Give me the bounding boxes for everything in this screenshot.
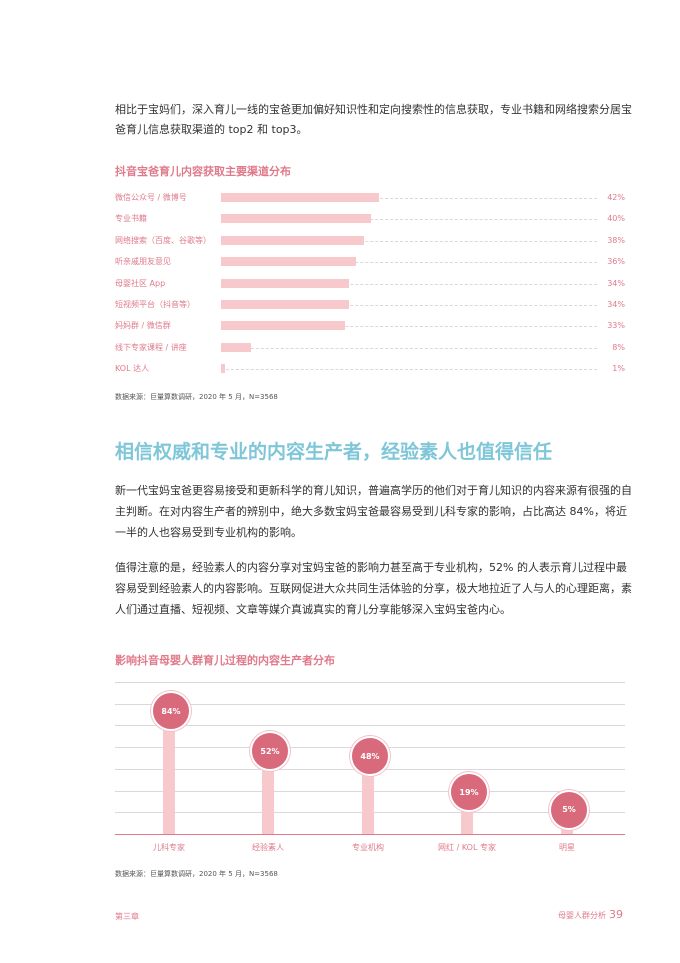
hbar-fill — [221, 235, 364, 245]
hbar-track — [221, 262, 597, 264]
hbar-row: 母婴社区 App 34% — [115, 278, 625, 290]
hbar-track — [221, 347, 597, 349]
vbar — [362, 774, 374, 834]
value-bubble: 52% — [250, 731, 290, 771]
hbar-fill — [221, 257, 357, 267]
hbar-track — [221, 198, 597, 199]
hbar-row: 网络搜索（百度、谷歌等） 38% — [115, 235, 625, 247]
hbar-fill — [221, 193, 379, 202]
hbar-value: 33% — [607, 321, 625, 331]
hbar-fill — [221, 300, 349, 309]
intro-paragraph: 相比于宝妈们，深入育儿一线的宝爸更加偏好知识性和定向搜索性的信息获取，专业书籍和… — [115, 103, 632, 136]
hbar-label: 网络搜索（百度、谷歌等） — [115, 235, 211, 245]
vbar — [163, 729, 175, 834]
chart1-source: 数据来源：巨量算数调研，2020 年 5 月，N=3568 — [115, 393, 278, 401]
hbar-label: 线下专家课程 / 讲座 — [115, 342, 187, 352]
hbar-track — [221, 283, 597, 285]
chart1-title: 抖音宝爸育儿内容获取主要渠道分布 — [115, 165, 291, 178]
hbar-value: 36% — [607, 257, 625, 267]
category-label: 专业机构 — [352, 843, 384, 852]
hbar-value: 34% — [607, 300, 625, 309]
category-label: 经验素人 — [252, 843, 284, 852]
hbar-track — [221, 326, 597, 328]
vbar — [561, 827, 573, 834]
hbar-label: KOL 达人 — [115, 364, 150, 374]
hbar-label: 专业书籍 — [115, 214, 147, 224]
hbar-fill — [221, 342, 252, 352]
paragraph-2: 值得注意的是，经验素人的内容分享对宝妈宝爸的影响力甚至高于专业机构，52% 的人… — [115, 561, 632, 616]
vbar — [262, 769, 274, 834]
value-bubble: 84% — [151, 691, 191, 731]
category-label: 明星 — [559, 843, 575, 852]
page-number: 39 — [609, 908, 623, 921]
hbar-label: 听亲戚朋友意见 — [115, 257, 171, 267]
chart2-source: 数据来源：巨量算数调研，2020 年 5 月，N=3568 — [115, 870, 278, 878]
category-label: 儿科专家 — [153, 843, 185, 852]
hbar-track — [221, 305, 597, 306]
gridline — [115, 682, 625, 683]
vbar — [461, 810, 473, 834]
chart2-title: 影响抖音母婴人群育儿过程的内容生产者分布 — [115, 654, 335, 667]
category-label: 网红 / KOL 专家 — [438, 843, 496, 852]
hbar-value: 40% — [607, 214, 625, 224]
baseline — [115, 834, 625, 835]
hbar-value: 1% — [612, 364, 625, 374]
hbar-value: 8% — [612, 342, 625, 352]
hbar-row: 专业书籍 40% — [115, 213, 625, 225]
value-bubble: 19% — [449, 772, 489, 813]
hbar-value: 42% — [607, 193, 625, 202]
section-heading: 相信权威和专业的内容生产者，经验素人也值得信任 — [115, 441, 553, 463]
hbar-label: 妈妈群 / 微信群 — [115, 321, 171, 331]
hbar-track — [221, 369, 597, 371]
gridline — [115, 703, 625, 705]
gridline — [115, 725, 625, 727]
hbar-row: 妈妈群 / 微信群 33% — [115, 320, 625, 332]
hbar-row: 短视频平台（抖音等） 34% — [115, 299, 625, 311]
hbar-fill — [221, 278, 349, 288]
paragraph-1: 新一代宝妈宝爸更容易接受和更新科学的育儿知识，普遍高学历的他们对于育儿知识的内容… — [115, 484, 632, 539]
footer-section: 母婴人群分析 39 — [558, 908, 623, 921]
footer-chapter: 第三章 — [115, 912, 139, 921]
hbar-track — [221, 240, 597, 242]
producer-bar-chart: 84% 儿科专家 52% 经验素人 48% 专业机构 19% 网红 / KOL 专家 5% 明星 — [115, 680, 625, 856]
hbar-row: 线下专家课程 / 讲座 8% — [115, 342, 625, 354]
value-bubble: 5% — [549, 789, 589, 830]
footer-section-label: 母婴人群分析 — [558, 911, 606, 920]
hbar-row: KOL 达人 1% — [115, 363, 625, 375]
hbar-track — [221, 219, 597, 221]
hbar-fill — [221, 364, 225, 374]
hbar-row: 微信公众号 / 微博号 42% — [115, 192, 625, 204]
hbar-value: 38% — [607, 235, 625, 245]
hbar-label: 微信公众号 / 微博号 — [115, 193, 187, 202]
hbar-row: 听亲戚朋友意见 36% — [115, 256, 625, 268]
hbar-label: 短视频平台（抖音等） — [115, 300, 195, 309]
hbar-fill — [221, 321, 346, 331]
value-bubble: 48% — [350, 736, 390, 776]
hbar-fill — [221, 214, 372, 224]
hbar-label: 母婴社区 App — [115, 278, 166, 288]
hbar-value: 34% — [607, 278, 625, 288]
